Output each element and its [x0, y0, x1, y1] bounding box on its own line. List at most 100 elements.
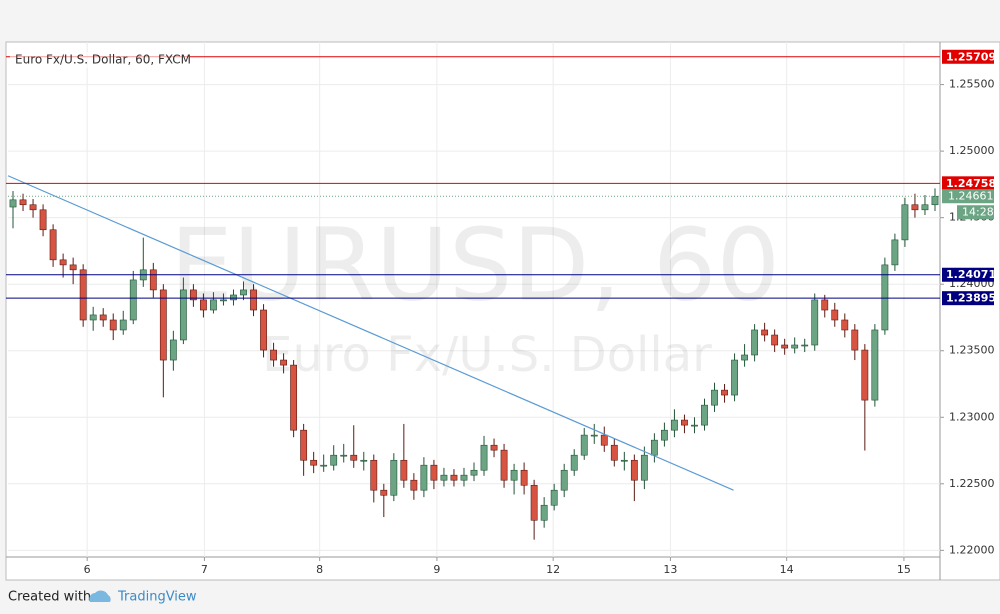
candle-body	[490, 444, 498, 451]
candle-body	[79, 269, 87, 321]
y-tick-label: 1.22500	[949, 477, 995, 490]
trendline	[7, 175, 734, 491]
candle-body	[781, 344, 789, 349]
candle-body	[791, 344, 799, 349]
x-tick-label: 6	[84, 563, 91, 576]
candle-body	[300, 429, 308, 461]
candle-body	[691, 424, 698, 427]
x-tick-label: 7	[201, 563, 208, 576]
candle-body	[210, 299, 217, 311]
countdown-label: 14:28	[962, 206, 994, 219]
candle-body	[580, 434, 588, 456]
candle-body	[640, 454, 648, 481]
candle-body	[711, 389, 718, 406]
candle-body	[59, 259, 67, 266]
candle-body	[420, 464, 428, 491]
footer-brand[interactable]: TradingView	[117, 590, 197, 605]
candle-body	[560, 469, 568, 491]
candle-body	[430, 464, 438, 481]
candle-body	[200, 299, 207, 311]
x-tick-label: 15	[897, 563, 911, 576]
chart-title: Euro Fx/U.S. Dollar, 60, FXCM	[15, 53, 191, 67]
level-label-box	[942, 176, 994, 191]
candle-body	[320, 464, 328, 467]
candle-body	[440, 474, 448, 481]
candle-body	[270, 349, 277, 361]
y-tick-label: 1.25000	[949, 144, 995, 157]
candle-body	[9, 199, 17, 208]
x-tick-label: 9	[433, 563, 440, 576]
level-label-box	[942, 267, 994, 282]
candle-body	[480, 444, 488, 471]
candle-body	[470, 469, 478, 476]
level-label: 1.25709	[946, 50, 996, 63]
level-label-box	[942, 291, 994, 306]
candle-body	[701, 404, 708, 426]
candle-body	[751, 329, 759, 356]
candle-body	[881, 264, 889, 331]
candle-body	[179, 289, 187, 341]
y-tick-label: 1.25500	[949, 78, 995, 91]
candle-body	[460, 474, 468, 481]
candle-body	[360, 459, 368, 462]
candle-body	[681, 419, 688, 426]
candle-body	[390, 459, 398, 496]
candle-body	[771, 334, 779, 346]
candle-body	[540, 504, 548, 521]
candle-body	[370, 459, 378, 491]
candle-body	[841, 319, 849, 331]
candle-body	[220, 299, 227, 302]
candle-body	[69, 264, 77, 271]
candle-body	[831, 309, 839, 321]
candle-body	[29, 204, 37, 211]
candle-body	[49, 229, 57, 261]
candle-body	[821, 299, 829, 311]
candle-body	[260, 309, 267, 351]
candle-body	[169, 339, 177, 361]
last-price-label: 1.24661	[948, 190, 994, 203]
candle-body	[240, 289, 247, 296]
candle-body	[189, 289, 197, 301]
price-axis: 1.220001.225001.230001.235001.240001.245…	[84, 49, 996, 576]
watermark: EURUSD, 60	[170, 206, 780, 323]
candle-body	[510, 469, 518, 481]
candle-body	[871, 329, 879, 401]
candle-body	[901, 204, 909, 241]
last-price-box	[942, 189, 994, 204]
candle-body	[109, 319, 117, 331]
candle-body	[530, 484, 538, 521]
candle-body	[340, 454, 348, 457]
candle-body	[380, 489, 388, 496]
candle-body	[610, 444, 618, 461]
plot	[6, 56, 940, 540]
candle-body	[741, 354, 748, 361]
candle-body	[119, 319, 127, 331]
candle-body	[761, 329, 769, 336]
grid	[8, 42, 940, 557]
candle-body	[290, 364, 298, 431]
candle-body	[811, 299, 819, 346]
x-tick-label: 8	[316, 563, 323, 576]
candle-body	[721, 389, 728, 396]
candle-body	[600, 434, 608, 446]
candle-body	[450, 474, 458, 481]
candle-body	[931, 195, 939, 206]
candle-body	[500, 449, 508, 481]
candle-body	[280, 359, 287, 366]
footer-text: Created with	[8, 590, 91, 605]
candle-body	[911, 204, 919, 211]
candle-body	[661, 429, 668, 441]
candle-body	[731, 359, 738, 396]
level-label: 1.24758	[946, 177, 996, 190]
candle-body	[671, 419, 678, 431]
candle-body	[129, 279, 137, 321]
candle-body	[330, 454, 338, 466]
candle-body	[19, 199, 27, 206]
candle-body	[159, 289, 167, 361]
candle-body	[39, 209, 47, 231]
candle-body	[570, 454, 578, 471]
countdown-box	[957, 205, 994, 220]
y-tick-label: 1.22000	[949, 543, 995, 556]
candle-body	[620, 459, 628, 462]
